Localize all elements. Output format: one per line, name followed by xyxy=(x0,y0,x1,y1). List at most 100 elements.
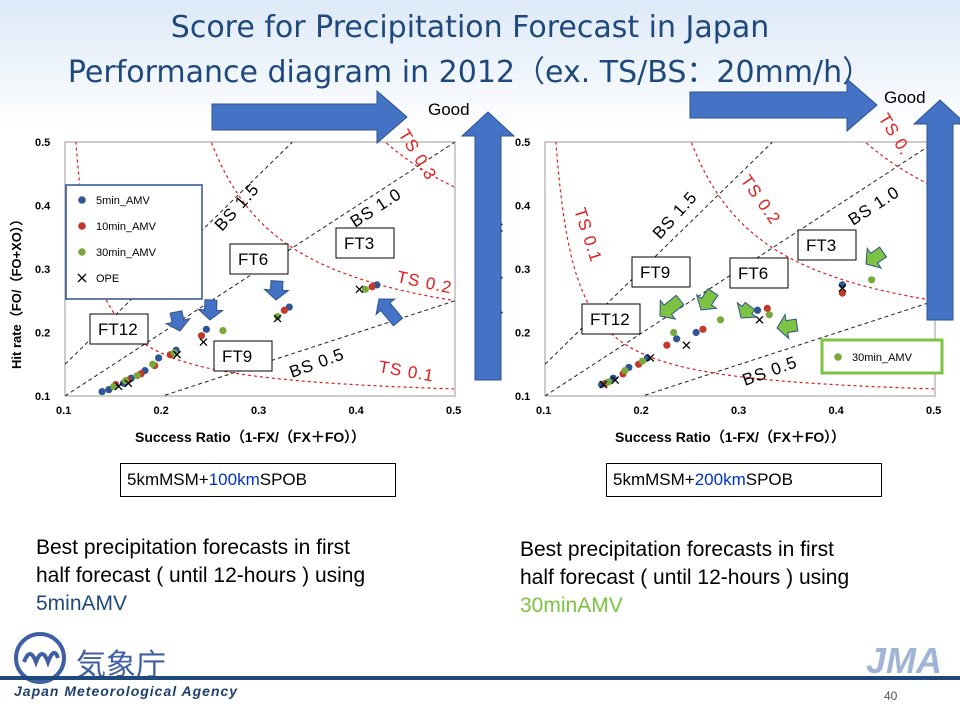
left-y-tick-label: 0.1 xyxy=(35,391,50,403)
left-ft3-label: FT3 xyxy=(344,234,374,253)
right-ope-point xyxy=(611,376,620,385)
right-ft9-box xyxy=(631,256,691,288)
right-small-arrow xyxy=(695,288,719,311)
right-ope-point xyxy=(682,341,691,350)
left-5min-amv-point xyxy=(98,387,106,396)
good-label-right: Good xyxy=(884,88,926,107)
right-small-arrow xyxy=(776,313,799,340)
right-x-tick-label: 0.4 xyxy=(829,405,845,417)
left-10min-amv-point xyxy=(280,306,288,314)
right-legend-marker xyxy=(834,353,842,361)
right-ft3-box xyxy=(797,229,857,261)
left-10min-amv-point xyxy=(197,332,206,340)
right-x-tick-label: 0.3 xyxy=(731,405,746,417)
left-5min-amv-point xyxy=(155,354,163,362)
right-y-tick-label: 0.4 xyxy=(515,201,531,213)
right-10min-amv-point xyxy=(699,325,707,333)
left-30min-amv-point xyxy=(149,360,157,368)
right-ope-point xyxy=(838,284,847,293)
left-5min-amv-point xyxy=(202,325,210,333)
right-caption-line3: 30minAMV xyxy=(520,594,623,617)
right-y-tick-label: 0.5 xyxy=(515,137,530,149)
left-30min-amv-point xyxy=(219,326,227,335)
right-x-axis-label: Success Ratio（1-FX/（FX＋FO）） xyxy=(615,429,845,445)
right-small-arrow xyxy=(659,294,685,320)
left-legend-label: 30min_AMV xyxy=(96,247,157,259)
right-5min-amv-point xyxy=(753,306,762,314)
left-legend-marker xyxy=(78,248,86,256)
right-ft12-label: FT12 xyxy=(590,310,630,329)
page-number: 40 xyxy=(884,689,898,703)
left-ft9-box xyxy=(213,340,273,372)
footer-agency-name: Japan Meteorological Agency xyxy=(14,683,239,699)
left-10min-amv-point xyxy=(368,283,376,291)
left-x-tick-label: 0.4 xyxy=(349,405,365,417)
right-x-tick-label: 0.1 xyxy=(536,405,551,417)
left-legend-label: OPE xyxy=(96,273,119,285)
good-right-arrow-left xyxy=(211,89,408,145)
right-legend-label: 30min_AMV xyxy=(852,352,913,364)
right-y-tick-label: 0.2 xyxy=(515,328,530,340)
left-x-axis-label: Success Ratio（1-FX/（FX＋FO）） xyxy=(135,429,365,445)
left-30min-amv-point xyxy=(170,349,178,357)
left-x-tick-label: 0.1 xyxy=(56,405,71,417)
right-10min-amv-point xyxy=(763,304,771,312)
left-caption: Best precipitation forecasts in first ha… xyxy=(36,534,476,618)
left-30min-amv-point xyxy=(110,382,118,391)
left-legend-ope-marker xyxy=(77,273,87,283)
right-bs-line xyxy=(640,300,935,396)
right-30min-amv-point xyxy=(868,276,876,284)
right-config-suffix: SPOB xyxy=(745,470,793,489)
left-ft6-label: FT6 xyxy=(238,250,268,269)
left-caption-line3: 5minAMV xyxy=(36,592,128,615)
right-ts-curve xyxy=(690,142,935,302)
jma-logo-icon xyxy=(14,632,66,684)
left-legend-box xyxy=(65,184,203,300)
left-config-box: 5kmMSM+100kmSPOB xyxy=(120,463,396,497)
footer-rule xyxy=(0,676,960,680)
left-ope-point xyxy=(273,314,282,323)
right-30min-amv-point xyxy=(765,311,773,319)
left-small-arrow xyxy=(197,299,224,321)
left-ope-point xyxy=(114,382,123,391)
left-ft12-label: FT12 xyxy=(98,320,138,339)
left-ft12-box xyxy=(89,313,149,345)
left-ft6-box xyxy=(229,243,289,275)
right-config-prefix: 5kmMSM+ xyxy=(613,470,695,489)
good-up-arrow-right xyxy=(912,99,960,321)
right-30min-amv-point xyxy=(670,328,678,337)
right-ft3-label: FT3 xyxy=(806,236,836,255)
left-config-suffix: SPOB xyxy=(259,470,307,489)
good-up-arrow-left xyxy=(460,111,516,381)
left-y-axis-label: Hit rate（FO/（FO+XO）） xyxy=(9,213,24,369)
right-30min-amv-point xyxy=(716,316,725,324)
left-y-tick-label: 0.5 xyxy=(35,137,50,149)
right-ft6-box xyxy=(729,257,789,289)
left-legend-marker xyxy=(78,222,86,230)
good-right-arrow-right xyxy=(689,77,878,133)
right-10min-amv-point xyxy=(663,341,671,349)
right-10min-amv-point xyxy=(838,289,846,297)
left-config-prefix: 5kmMSM+ xyxy=(127,470,209,489)
right-legend-box xyxy=(820,338,944,375)
right-caption-line1: Best precipitation forecasts in first xyxy=(520,538,834,561)
right-x-tick-label: 0.5 xyxy=(926,405,941,417)
left-30min-amv-point xyxy=(273,313,282,321)
left-legend-marker xyxy=(78,196,86,204)
left-ts-curve xyxy=(210,142,455,302)
right-5min-amv-point xyxy=(673,335,681,343)
slide-title-line2: Performance diagram in 2012（ex. TS/BS：20… xyxy=(67,55,873,90)
good-label-left: Good xyxy=(428,100,470,119)
right-ft6-label: FT6 xyxy=(738,264,768,283)
left-small-arrow xyxy=(375,298,404,327)
left-ope-point xyxy=(355,285,364,294)
left-small-arrow xyxy=(164,310,191,332)
left-ope-point xyxy=(124,379,133,388)
right-5min-amv-point xyxy=(692,328,700,337)
right-x-tick-label: 0.2 xyxy=(634,405,649,417)
right-y-tick-label: 0.3 xyxy=(515,264,530,276)
left-small-arrow xyxy=(263,280,290,301)
right-ope-point xyxy=(646,353,655,362)
right-caption: Best precipitation forecasts in first ha… xyxy=(520,536,950,620)
